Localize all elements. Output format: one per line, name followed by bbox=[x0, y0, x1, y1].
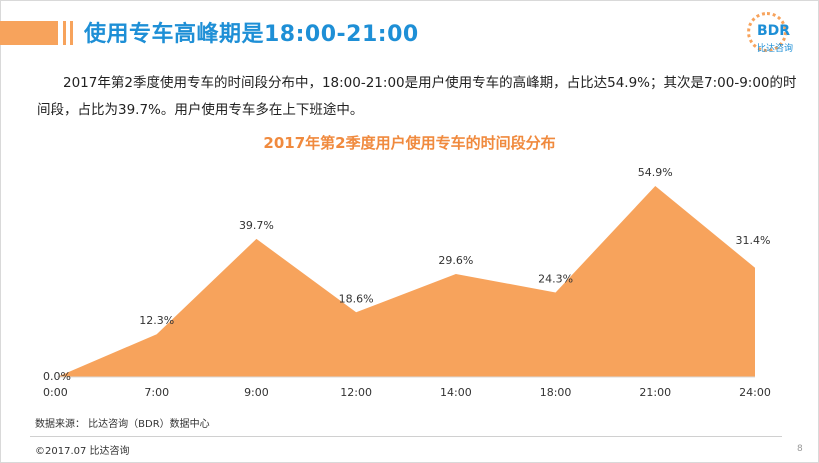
data-label: 54.9% bbox=[638, 166, 673, 179]
bdr-logo: BDR 比达咨询 bbox=[743, 10, 799, 54]
logo-text: BDR bbox=[757, 23, 791, 39]
x-tick-label: 7:00 bbox=[144, 386, 169, 399]
x-tick-label: 24:00 bbox=[739, 386, 771, 399]
x-tick-label: 12:00 bbox=[340, 386, 372, 399]
copyright: ©2017.07 比达咨询 bbox=[35, 446, 130, 457]
data-label: 0.0% bbox=[43, 370, 71, 383]
data-label: 39.7% bbox=[239, 219, 274, 232]
title-accent-stripe bbox=[70, 21, 73, 45]
title-accent-stripe bbox=[63, 21, 66, 45]
data-source: 数据来源： 比达咨询（BDR）数据中心 bbox=[35, 419, 210, 430]
logo-ring-icon bbox=[747, 12, 787, 52]
x-tick-label: 18:00 bbox=[540, 386, 572, 399]
data-label: 12.3% bbox=[139, 314, 174, 327]
area-series bbox=[57, 186, 755, 377]
chart-title: 2017年第2季度用户使用专车的时间段分布 bbox=[263, 134, 556, 152]
footer-divider bbox=[30, 436, 782, 437]
x-tick-label: 14:00 bbox=[440, 386, 472, 399]
data-label: 29.6% bbox=[438, 254, 473, 267]
intro-paragraph: 2017年第2季度使用专车的时间段分布中，18:00-21:00是用户使用专车的… bbox=[37, 75, 797, 118]
x-tick-label: 21:00 bbox=[639, 386, 671, 399]
data-label: 18.6% bbox=[339, 292, 374, 305]
data-label: 24.3% bbox=[538, 272, 573, 285]
title-accent-block bbox=[0, 21, 58, 45]
logo-subtitle: 比达咨询 bbox=[757, 44, 794, 54]
page-number: 8 bbox=[797, 444, 803, 454]
x-tick-label: 0:00 bbox=[43, 386, 68, 399]
x-tick-label: 9:00 bbox=[244, 386, 269, 399]
page-title: 使用专车高峰期是18:00-21:00 bbox=[84, 22, 419, 47]
data-label: 31.4% bbox=[736, 234, 771, 247]
